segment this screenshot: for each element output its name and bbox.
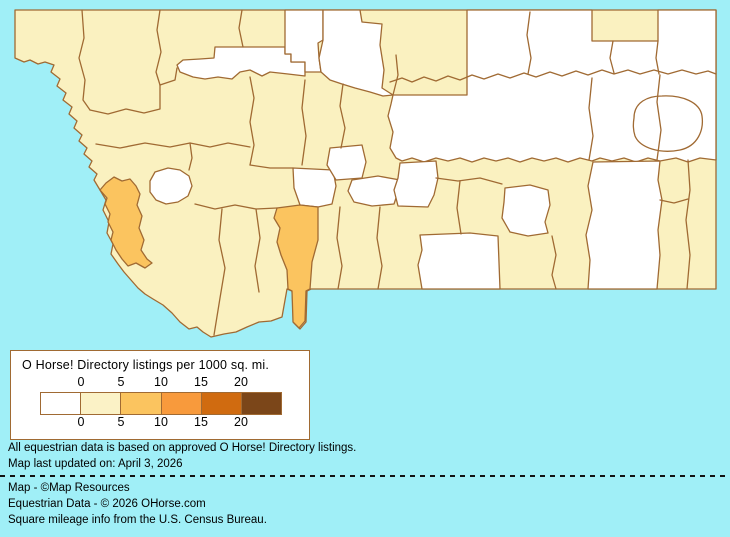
tick-label: 15	[194, 375, 208, 389]
legend-box: O Horse! Directory listings per 1000 sq.…	[10, 350, 310, 440]
legend-swatch	[161, 393, 202, 414]
tick-label: 20	[234, 375, 248, 389]
orange-counties	[99, 176, 319, 329]
tick-label: 15	[194, 415, 208, 429]
tick-label: 10	[154, 375, 168, 389]
legend-color-ramp	[40, 392, 282, 415]
tick-label: 5	[117, 415, 125, 429]
legend-swatch	[41, 393, 82, 414]
legend-swatch	[201, 393, 242, 414]
legend-swatch	[241, 393, 282, 414]
map-credit: Map - ©Map Resources	[8, 482, 130, 494]
last-updated-note: Map last updated on: April 3, 2026	[8, 458, 183, 470]
tick-label: 0	[77, 415, 85, 429]
census-credit: Square mileage info from the U.S. Census…	[8, 514, 267, 526]
data-source-note: All equestrian data is based on approved…	[8, 442, 357, 454]
tick-label: 5	[117, 375, 125, 389]
dashed-separator	[0, 475, 730, 477]
tick-label: 20	[234, 415, 248, 429]
tick-label: 10	[154, 415, 168, 429]
legend-swatch	[81, 393, 122, 414]
legend-swatch	[121, 393, 162, 414]
legend-title: O Horse! Directory listings per 1000 sq.…	[22, 358, 270, 372]
county-border-lines	[78, 9, 717, 336]
tick-label: 0	[77, 375, 85, 389]
data-credit: Equestrian Data - © 2026 OHorse.com	[8, 498, 206, 510]
